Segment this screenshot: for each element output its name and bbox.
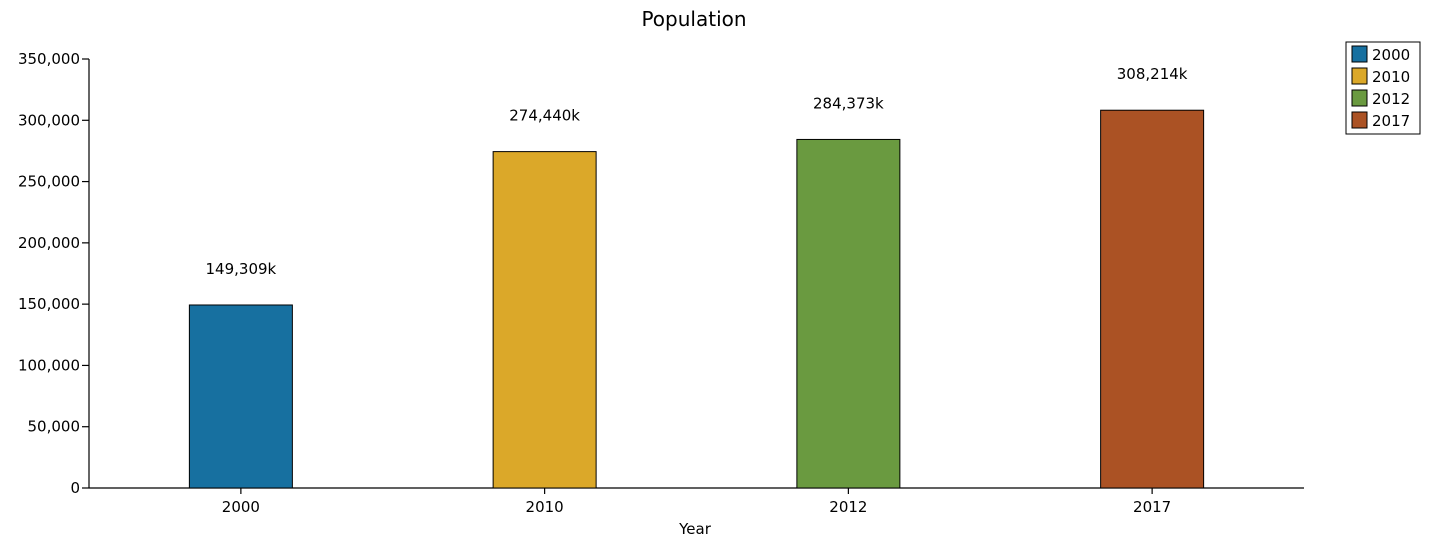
- legend-swatch-2012: [1351, 89, 1368, 107]
- data-label-2010: 274,440k: [509, 107, 580, 125]
- legend-label-2000: 2000: [1372, 46, 1410, 64]
- x-axis: 2000 2010 2012 2017: [89, 487, 1304, 516]
- bar-2010: [492, 151, 597, 489]
- data-labels: 149,309k 274,440k 284,373k 308,214k: [206, 65, 1188, 278]
- bar-2017: [1100, 109, 1205, 489]
- legend-label-2012: 2012: [1372, 90, 1410, 108]
- data-label-2017: 308,214k: [1117, 65, 1188, 83]
- legend-swatch-2017: [1351, 111, 1368, 129]
- legend-swatch-2000: [1351, 45, 1368, 63]
- y-tick-label: 100,000: [18, 356, 80, 374]
- bars: [188, 109, 1205, 489]
- y-tick-label: 0: [70, 479, 80, 497]
- data-label-2000: 149,309k: [206, 260, 277, 278]
- y-tick-label: 50,000: [28, 418, 81, 436]
- legend-label-2017: 2017: [1372, 112, 1410, 130]
- y-tick-label: 300,000: [18, 111, 80, 129]
- x-axis-label: Year: [678, 520, 712, 538]
- x-tick-label: 2017: [1133, 498, 1171, 516]
- chart-title: Population: [641, 7, 746, 31]
- x-tick-label: 2012: [829, 498, 867, 516]
- y-tick-label: 150,000: [18, 295, 80, 313]
- y-tick-label: 200,000: [18, 234, 80, 252]
- legend-swatch-2010: [1351, 67, 1368, 85]
- y-tick-label: 250,000: [18, 173, 80, 191]
- bar-2000: [188, 304, 293, 489]
- data-label-2012: 284,373k: [813, 94, 884, 112]
- x-tick-label: 2010: [526, 498, 564, 516]
- legend-label-2010: 2010: [1372, 68, 1410, 86]
- y-tick-label: 350,000: [18, 50, 80, 68]
- y-axis: 0 50,000 100,000 150,000 200,000 250,000 300,0…: [18, 50, 90, 497]
- x-tick-label: 2000: [222, 498, 260, 516]
- legend: 2000 2010 2012 2017: [1345, 41, 1421, 135]
- bar-2012: [796, 138, 901, 489]
